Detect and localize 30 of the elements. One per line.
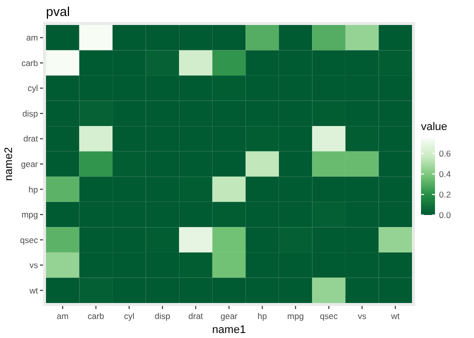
x-tick-label: qsec (320, 311, 339, 321)
color-bar-label: 0.0 (439, 210, 452, 220)
y-tick-label: drat (23, 134, 39, 144)
y-tick-label: qsec (20, 234, 39, 245)
y-axis-title: name2 (3, 147, 15, 181)
y-tick-label: mpg (21, 210, 38, 220)
x-tick-label: wt (390, 311, 400, 321)
y-tick-label: wt (28, 285, 39, 296)
legend-title: value (421, 121, 448, 133)
color-bar-label: 0.2 (439, 189, 452, 200)
x-tick-label: gear (220, 311, 238, 321)
x-tick-label: disp (154, 311, 171, 321)
color-bar-label: 0.6 (439, 148, 452, 158)
y-tick-label: disp (22, 108, 38, 118)
y-tick-label: vs (30, 260, 38, 270)
y-tick-label: carb (21, 58, 38, 68)
y-tick-label: gear (20, 159, 38, 169)
x-tick-label: am (56, 311, 69, 321)
x-tick-label: drat (188, 311, 204, 321)
y-tick-label: am (26, 32, 38, 43)
y-tick-label: cyl (28, 83, 38, 94)
x-tick-label: carb (88, 311, 104, 321)
x-tick-label: vs (358, 311, 366, 321)
color-bar-label: 0.4 (439, 168, 452, 179)
x-tick-label: cyl (124, 311, 134, 321)
x-tick-label: mpg (287, 311, 304, 321)
x-tick-label: hp (258, 311, 268, 321)
chart-title: pval (46, 4, 70, 19)
y-tick-label: hp (28, 184, 38, 194)
x-axis-title: name1 (212, 324, 246, 336)
